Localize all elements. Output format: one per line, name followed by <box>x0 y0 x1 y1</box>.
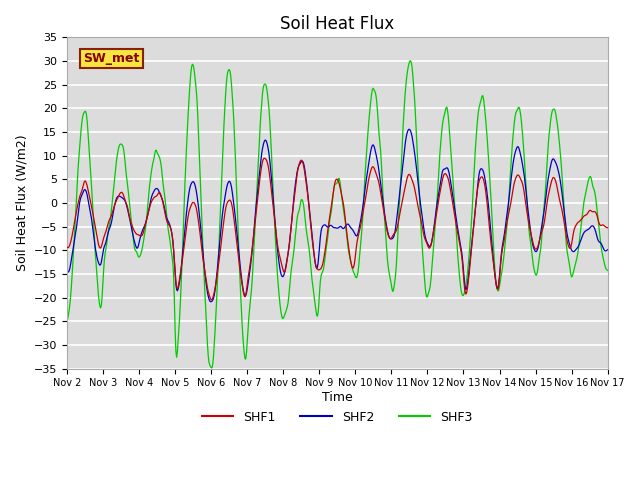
Line: SHF2: SHF2 <box>67 129 608 302</box>
Legend: SHF1, SHF2, SHF3: SHF1, SHF2, SHF3 <box>197 406 477 429</box>
Y-axis label: Soil Heat Flux (W/m2): Soil Heat Flux (W/m2) <box>15 134 28 271</box>
SHF1 <box>420 233 428 239</box>
SHF2 <box>183 204 191 209</box>
SHF2 <box>212 275 220 281</box>
SHF3 <box>183 131 191 136</box>
Line: SHF3: SHF3 <box>67 61 608 368</box>
SHF1 <box>604 225 612 230</box>
SHF3 <box>212 300 220 306</box>
SHF2 <box>129 229 136 235</box>
SHF2 <box>420 228 428 234</box>
SHF2 <box>404 129 412 134</box>
SHF1 <box>129 223 136 229</box>
SHF3 <box>208 365 216 371</box>
SHF1 <box>73 208 81 214</box>
SHF1 <box>212 276 220 282</box>
SHF3 <box>63 319 70 324</box>
SHF3 <box>404 68 412 73</box>
SHF1 <box>404 172 412 178</box>
SHF1 <box>207 297 215 303</box>
SHF2 <box>207 299 214 305</box>
SHF3 <box>604 267 612 273</box>
Title: Soil Heat Flux: Soil Heat Flux <box>280 15 394 33</box>
SHF3 <box>420 271 428 277</box>
SHF1 <box>183 220 191 226</box>
SHF3 <box>129 226 136 231</box>
X-axis label: Time: Time <box>322 391 353 404</box>
SHF1 <box>261 156 269 161</box>
Text: SW_met: SW_met <box>83 52 140 65</box>
SHF2 <box>604 247 612 252</box>
SHF2 <box>73 224 81 229</box>
SHF2 <box>63 269 70 275</box>
SHF3 <box>73 194 81 200</box>
SHF3 <box>407 58 415 64</box>
SHF1 <box>63 244 70 250</box>
SHF2 <box>405 126 413 132</box>
Line: SHF1: SHF1 <box>67 158 608 300</box>
